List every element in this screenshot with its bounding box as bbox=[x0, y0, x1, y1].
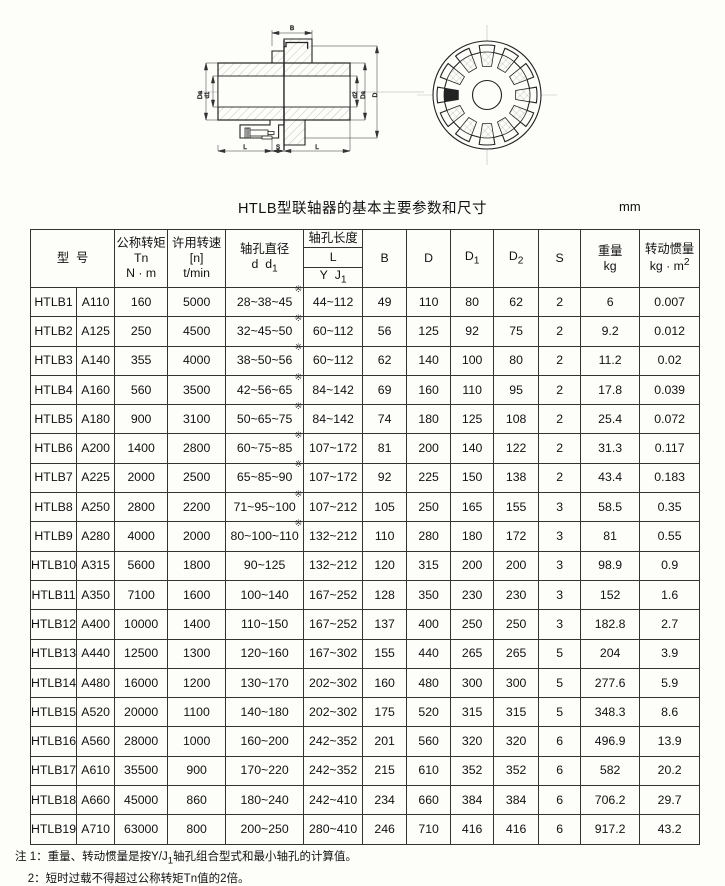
svg-text:L: L bbox=[243, 144, 247, 151]
svg-text:d2: d2 bbox=[353, 91, 359, 98]
svg-text:D: D bbox=[372, 92, 379, 97]
svg-text:d1: d1 bbox=[205, 91, 211, 98]
svg-text:L: L bbox=[315, 144, 319, 151]
svg-text:Da: Da bbox=[197, 90, 204, 99]
svg-text:B: B bbox=[290, 25, 294, 32]
svg-text:S: S bbox=[276, 145, 280, 151]
svg-text:Da: Da bbox=[361, 91, 367, 99]
